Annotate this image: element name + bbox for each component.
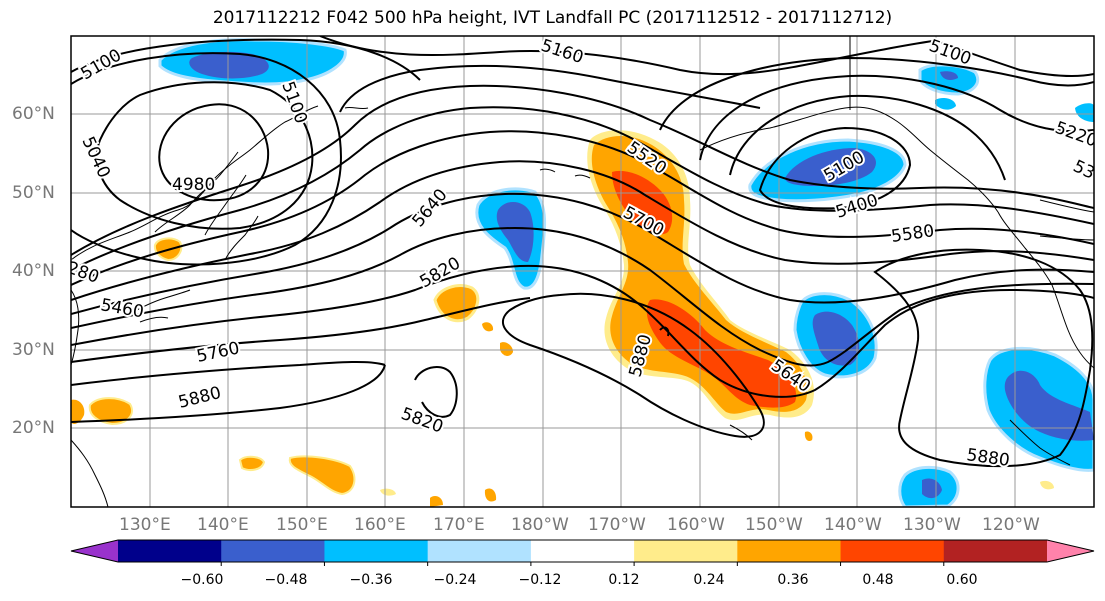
colorbar-segment: [118, 540, 222, 562]
colorbar-extend-high: [1047, 540, 1094, 562]
contour-label: 4980: [172, 175, 215, 195]
colorbar-extend-low: [71, 540, 118, 562]
lat-label-60n: 60°N: [12, 104, 55, 124]
colorbar-tick-label: 0.24: [693, 572, 725, 588]
height-contours: [71, 36, 1094, 468]
colorbar-tick-label: 0.48: [862, 572, 894, 588]
map-plot-area: 5100 5160 5100 5220 5040 5100 4980 5520 …: [71, 36, 1094, 507]
lon-label-180w: 180°W: [511, 515, 569, 535]
colorbar-tick-label: −0.36: [349, 572, 393, 588]
colorbar-segment: [427, 540, 532, 562]
lon-label-140w: 140°W: [824, 515, 882, 535]
colorbar-tick-label: −0.60: [180, 572, 224, 588]
lat-label-50n: 50°N: [12, 183, 55, 203]
lon-label-160w: 160°W: [667, 515, 725, 535]
colorbar-segment: [221, 540, 325, 562]
colorbar-tick-label: −0.24: [433, 572, 477, 588]
colorbar-segment: [943, 540, 1048, 562]
lon-label-150e: 150°E: [276, 515, 328, 535]
colorbar-segment: [737, 540, 842, 562]
lon-label-130e: 130°E: [119, 515, 171, 535]
contour-label: 5880: [965, 445, 1011, 471]
lon-label-160e: 160°E: [354, 515, 406, 535]
lat-label-20n: 20°N: [12, 418, 55, 438]
contour-label: 5460: [99, 295, 145, 322]
lat-label-40n: 40°N: [12, 261, 55, 281]
colorbar-tick-label: −0.48: [264, 572, 308, 588]
map-frame: [70, 35, 1095, 508]
coastlines: [71, 36, 1094, 507]
colorbar-segment: [840, 540, 945, 562]
lat-label-30n: 30°N: [12, 340, 55, 360]
colorbar-tick-label: 0.60: [946, 572, 978, 588]
colorbar-segment: [530, 540, 635, 562]
colorbar-tick-label: 0.12: [608, 572, 640, 588]
contour-label: 5760: [195, 338, 241, 367]
colorbar-segment: [324, 540, 429, 562]
colorbar-tick-label: 0.36: [777, 572, 809, 588]
lon-label-140e: 140°E: [197, 515, 249, 535]
colorbar: [70, 539, 1095, 566]
lon-label-170w: 170°W: [588, 515, 646, 535]
lon-label-170e: 170°E: [433, 515, 485, 535]
lon-label-120w: 120°W: [982, 515, 1040, 535]
lon-label-150w: 150°W: [745, 515, 803, 535]
colorbar-tick-label: −0.12: [518, 572, 562, 588]
lon-label-130w: 130°W: [903, 515, 961, 535]
map-title: 2017112212 F042 500 hPa height, IVT Land…: [212, 8, 893, 28]
colorbar-segment: [634, 540, 738, 562]
